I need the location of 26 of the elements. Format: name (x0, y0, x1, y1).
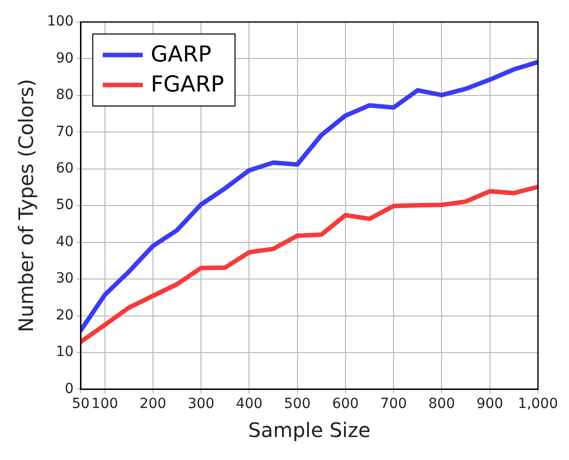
x-tick-label: 800 (428, 396, 456, 412)
x-axis-title: Sample Size (248, 418, 371, 442)
x-tick-label: 900 (476, 396, 504, 412)
y-axis-title: Number of Types (Colors) (14, 78, 38, 332)
y-tick-label: 60 (56, 160, 74, 177)
y-tick-label: 50 (56, 197, 74, 214)
x-tick-label: 1,000 (518, 396, 558, 412)
y-tick-label: 40 (56, 234, 74, 250)
y-tick-label: 70 (56, 124, 74, 140)
x-tick-label: 300 (188, 396, 214, 412)
y-tick-label: 100 (46, 14, 74, 30)
y-tick-label: 10 (56, 344, 74, 360)
y-tick-label: 30 (56, 270, 74, 287)
y-tick-label: 80 (56, 87, 74, 104)
x-tick-label: 600 (332, 396, 359, 412)
x-tick-label: 100 (91, 396, 118, 412)
x-tick-label: 700 (380, 396, 407, 412)
legend-label: FGARP (150, 72, 224, 98)
x-tick-label: 50 (72, 396, 90, 412)
legend-label: GARP (150, 42, 212, 68)
x-tick-label: 200 (140, 396, 166, 412)
x-tick-label: 400 (236, 396, 263, 412)
y-tick-label: 20 (56, 307, 74, 324)
x-tick-label: 500 (284, 396, 311, 412)
y-tick-label: 0 (64, 380, 74, 397)
y-tick-label: 90 (56, 50, 74, 66)
